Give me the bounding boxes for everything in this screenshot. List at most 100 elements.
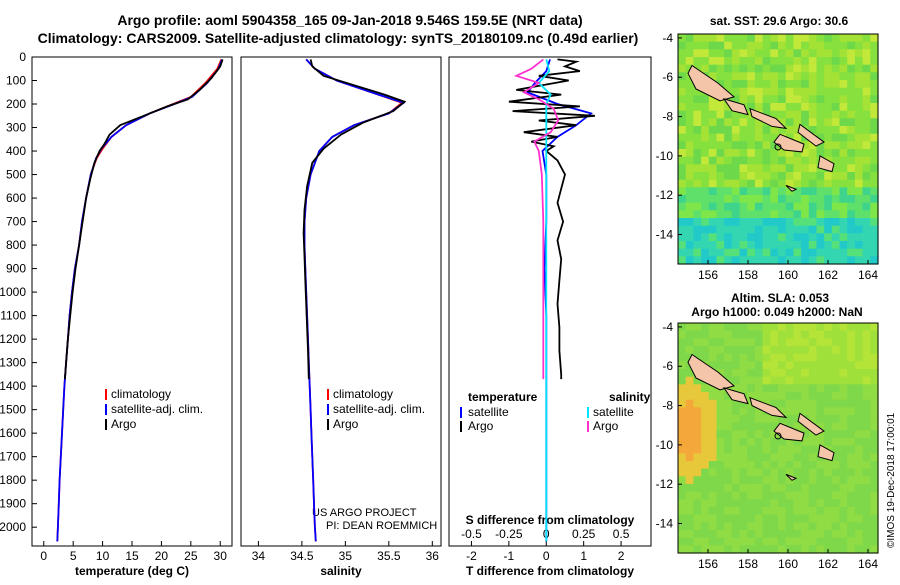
sla-map-cell <box>724 445 733 454</box>
sst-map-cell <box>862 64 871 73</box>
sla-map-cell <box>793 323 802 332</box>
sst-map-cell <box>754 103 764 112</box>
sla-map-cell <box>824 499 833 508</box>
sst-map-cell <box>708 118 718 127</box>
sst-map-cell <box>801 49 810 58</box>
sst-map-cell <box>731 202 741 211</box>
diff-frame <box>448 56 652 547</box>
sst-map-cell <box>839 126 848 135</box>
sst-map-cell <box>831 126 841 135</box>
sla-map-cell <box>739 468 748 477</box>
sst-map-cell <box>816 202 825 211</box>
sst-map-cell <box>793 248 802 257</box>
sst-map-cell <box>739 156 748 165</box>
sst-map-cell <box>801 141 810 150</box>
sla-map-cell <box>824 384 833 393</box>
sla-map-cell <box>870 522 879 531</box>
sst-map-cell <box>739 141 748 150</box>
sst-map-cell <box>785 210 794 219</box>
sla-map-cell <box>839 484 848 493</box>
sla-map-cell <box>762 499 771 508</box>
sst-map-cell <box>685 225 694 234</box>
sst-map-cell <box>731 57 741 66</box>
sst-map-cell <box>801 95 810 104</box>
sla-map-cell <box>724 330 733 339</box>
sla-map-cell <box>808 514 818 523</box>
sst-map-cell <box>770 241 779 250</box>
sla-map-ytick-label: -12 <box>656 477 674 491</box>
sst-map-cell <box>701 49 710 58</box>
sst-map-cell <box>847 41 856 50</box>
sst-map-cell <box>816 256 825 265</box>
sla-map-cell <box>747 514 756 523</box>
sla-map-cell <box>678 384 687 393</box>
sst-map-cell <box>839 195 848 204</box>
sst-map-cell <box>847 164 856 173</box>
sst-map-cell <box>754 195 764 204</box>
sst-map-cell <box>847 141 856 150</box>
sla-map-cell <box>839 376 848 385</box>
sla-map-cell <box>801 353 810 362</box>
sla-map-cell <box>870 530 879 539</box>
temp-ytick-label: 600 <box>6 191 26 205</box>
temp-xtick-label: 30 <box>214 549 228 563</box>
sla-map-cell <box>754 468 764 477</box>
sla-map-cell <box>831 346 841 355</box>
sla-map-cell <box>747 415 756 424</box>
sla-map-cell <box>693 376 702 385</box>
sst-map-cell <box>808 248 818 257</box>
sst-map-ytick-label: -4 <box>662 31 673 45</box>
sla-map-cell <box>685 545 694 554</box>
sst-map-cell <box>870 49 879 58</box>
sla-map-cell <box>816 438 825 447</box>
sst-map-cell <box>739 87 748 96</box>
sla-map-cell <box>839 453 848 462</box>
sla-map-cell <box>716 453 725 462</box>
sst-map-cell <box>824 80 833 89</box>
sla-map-cell <box>693 476 702 485</box>
sla-map-cell <box>716 361 725 370</box>
temp-series-satellite-adj-clim- <box>56 59 223 542</box>
sst-map-cell <box>754 202 764 211</box>
sst-map-cell <box>754 164 764 173</box>
sla-map-cell <box>708 476 718 485</box>
sla-map-cell <box>762 338 771 347</box>
sst-map-cell <box>870 64 879 73</box>
sst-map-cell <box>724 179 733 188</box>
sla-map-cell <box>847 438 856 447</box>
sla-map-cell <box>731 507 741 516</box>
sla-map-cell <box>747 353 756 362</box>
sst-map-cell <box>678 218 687 227</box>
sla-map-cell <box>778 484 787 493</box>
sla-map-cell <box>808 522 818 531</box>
sla-map-cell <box>731 376 741 385</box>
sst-map-cell <box>693 103 702 112</box>
sla-map-cell <box>770 422 779 431</box>
sla-map-cell <box>770 453 779 462</box>
sla-map-cell <box>816 430 825 439</box>
sla-map-cell <box>785 415 794 424</box>
sla-map-cell <box>870 430 879 439</box>
sla-map-cell <box>801 399 810 408</box>
sla-map-cell <box>870 514 879 523</box>
sla-map-cell <box>739 476 748 485</box>
sst-map-cell <box>724 72 733 81</box>
sla-map-cell <box>824 346 833 355</box>
sla-map-cell <box>824 407 833 416</box>
sla-map-cell <box>870 468 879 477</box>
sst-map-cell <box>770 72 779 81</box>
sla-map-cell <box>808 438 818 447</box>
sla-map-cell <box>847 369 856 378</box>
sla-map-cell <box>854 453 864 462</box>
sla-map-cell <box>716 445 725 454</box>
sst-map-cell <box>847 187 856 196</box>
sst-map-cell <box>762 80 771 89</box>
sla-map-cell <box>785 484 794 493</box>
diff-stick-label: 0.25 <box>572 527 596 541</box>
sst-map-cell <box>870 72 879 81</box>
temp-xtick-label: 10 <box>96 549 110 563</box>
sst-map-cell <box>870 164 879 173</box>
sla-map-cell <box>724 415 733 424</box>
sla-map-cell <box>839 361 848 370</box>
sla-map-cell <box>816 476 825 485</box>
